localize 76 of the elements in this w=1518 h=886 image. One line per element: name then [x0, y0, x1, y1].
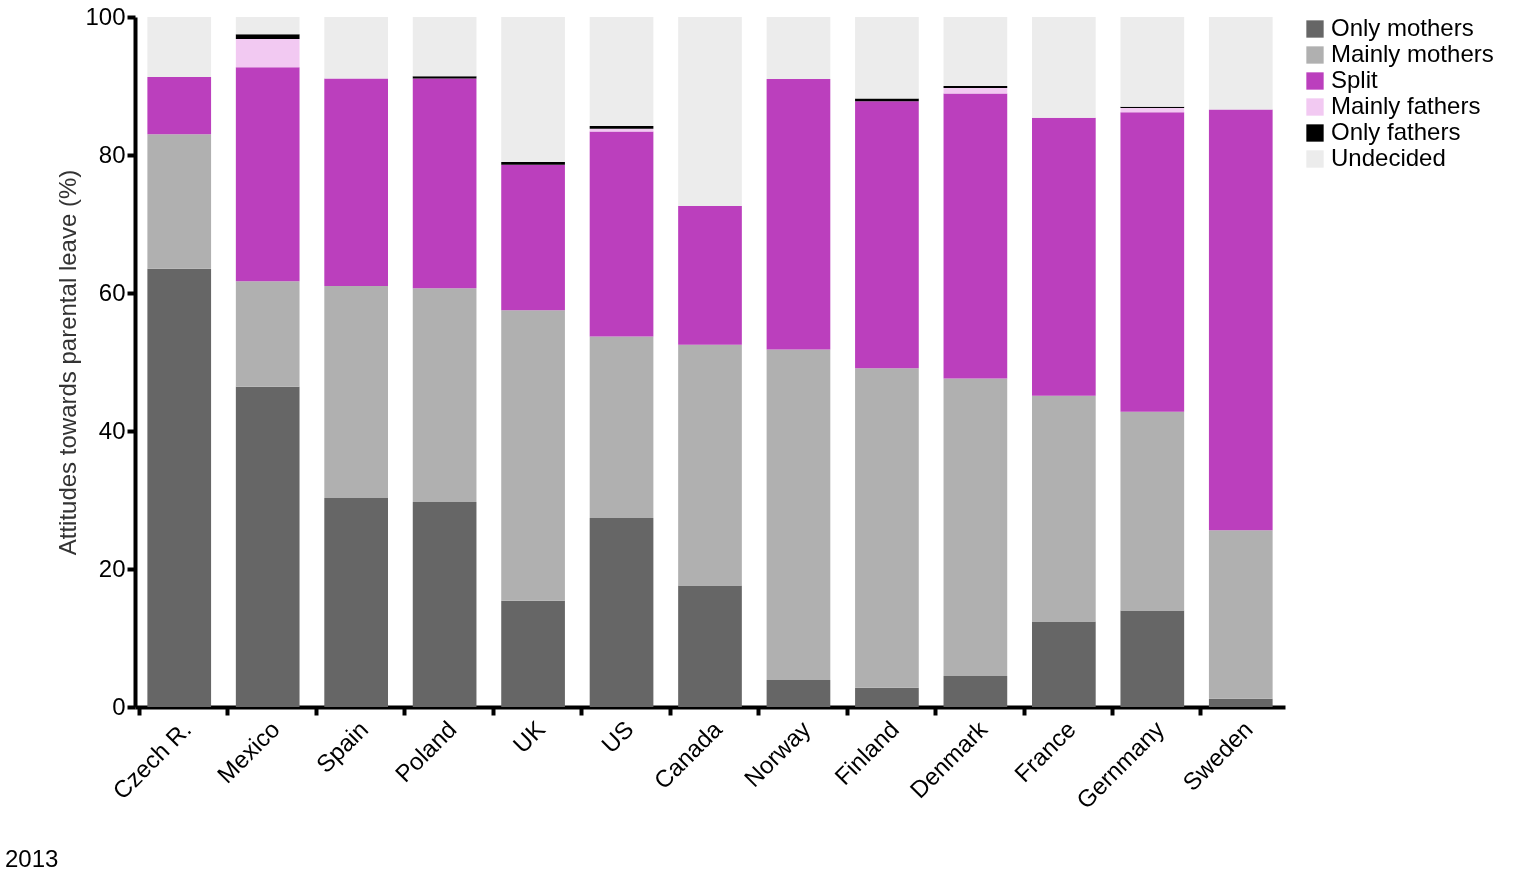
bar	[1208, 530, 1273, 699]
bar	[324, 17, 388, 79]
bar	[589, 131, 654, 337]
bar	[147, 134, 212, 269]
y-tick-label: 20	[98, 554, 126, 582]
bar	[147, 268, 212, 707]
bar	[1120, 411, 1185, 611]
bar	[1032, 395, 1096, 622]
bar	[147, 17, 212, 78]
legend-label: Undecided	[1331, 144, 1446, 171]
bar	[943, 88, 1008, 94]
bar	[1208, 17, 1273, 110]
y-tick-label: 60	[98, 278, 126, 306]
bar	[1120, 108, 1185, 113]
bar	[412, 17, 477, 77]
y-tick-label: 100	[85, 2, 126, 30]
bar	[235, 67, 300, 282]
bar	[855, 687, 919, 707]
legend-label: Split	[1331, 66, 1379, 93]
bar	[501, 310, 565, 601]
bar	[943, 378, 1008, 676]
bar	[1032, 117, 1096, 396]
y-axis-title: Attitudes towards parental leave (%)	[54, 169, 82, 556]
x-tick-label: US	[595, 715, 639, 759]
bar	[855, 101, 919, 369]
bar	[678, 344, 742, 586]
bar	[678, 585, 742, 707]
x-tick-label: UK	[507, 715, 551, 759]
bar	[1120, 17, 1185, 107]
y-tick-label: 80	[98, 140, 126, 168]
bar	[412, 76, 477, 79]
bar	[412, 78, 477, 289]
bar	[235, 17, 300, 35]
bar	[501, 161, 565, 165]
bar	[324, 286, 388, 498]
bar	[766, 349, 831, 681]
bar	[412, 502, 477, 707]
legend-label: Only fathers	[1331, 118, 1461, 145]
bar	[235, 34, 300, 40]
legend-label: Only mothers	[1331, 14, 1474, 41]
bar	[766, 17, 831, 80]
bar	[855, 98, 919, 102]
bar	[147, 77, 212, 135]
bar	[589, 17, 654, 127]
bar	[943, 93, 1008, 379]
y-tick-label: 0	[112, 692, 126, 720]
bar	[1032, 17, 1096, 118]
legend-label: Mainly fathers	[1331, 92, 1481, 119]
bar	[501, 600, 565, 707]
bar	[855, 17, 919, 99]
bar	[324, 497, 388, 707]
bar	[324, 78, 388, 287]
bar	[678, 17, 742, 207]
y-tick-label: 40	[98, 416, 126, 444]
bar	[766, 680, 831, 707]
text: 2013	[5, 845, 59, 872]
bar	[235, 281, 300, 387]
bar	[235, 386, 300, 707]
bar	[1032, 621, 1096, 707]
bar	[235, 39, 300, 68]
bar	[589, 336, 654, 518]
bar	[1208, 698, 1273, 707]
bar	[1120, 610, 1185, 707]
bar	[501, 17, 565, 162]
bar	[943, 17, 1008, 86]
bar	[855, 368, 919, 688]
bar	[678, 206, 742, 345]
bar	[501, 164, 565, 311]
bar	[943, 86, 1008, 89]
bar	[1208, 109, 1273, 531]
bar	[943, 675, 1008, 707]
bar	[412, 288, 477, 503]
legend-label: Mainly mothers	[1331, 40, 1494, 67]
bar	[766, 79, 831, 350]
bar	[1120, 112, 1185, 412]
bar	[589, 517, 654, 707]
